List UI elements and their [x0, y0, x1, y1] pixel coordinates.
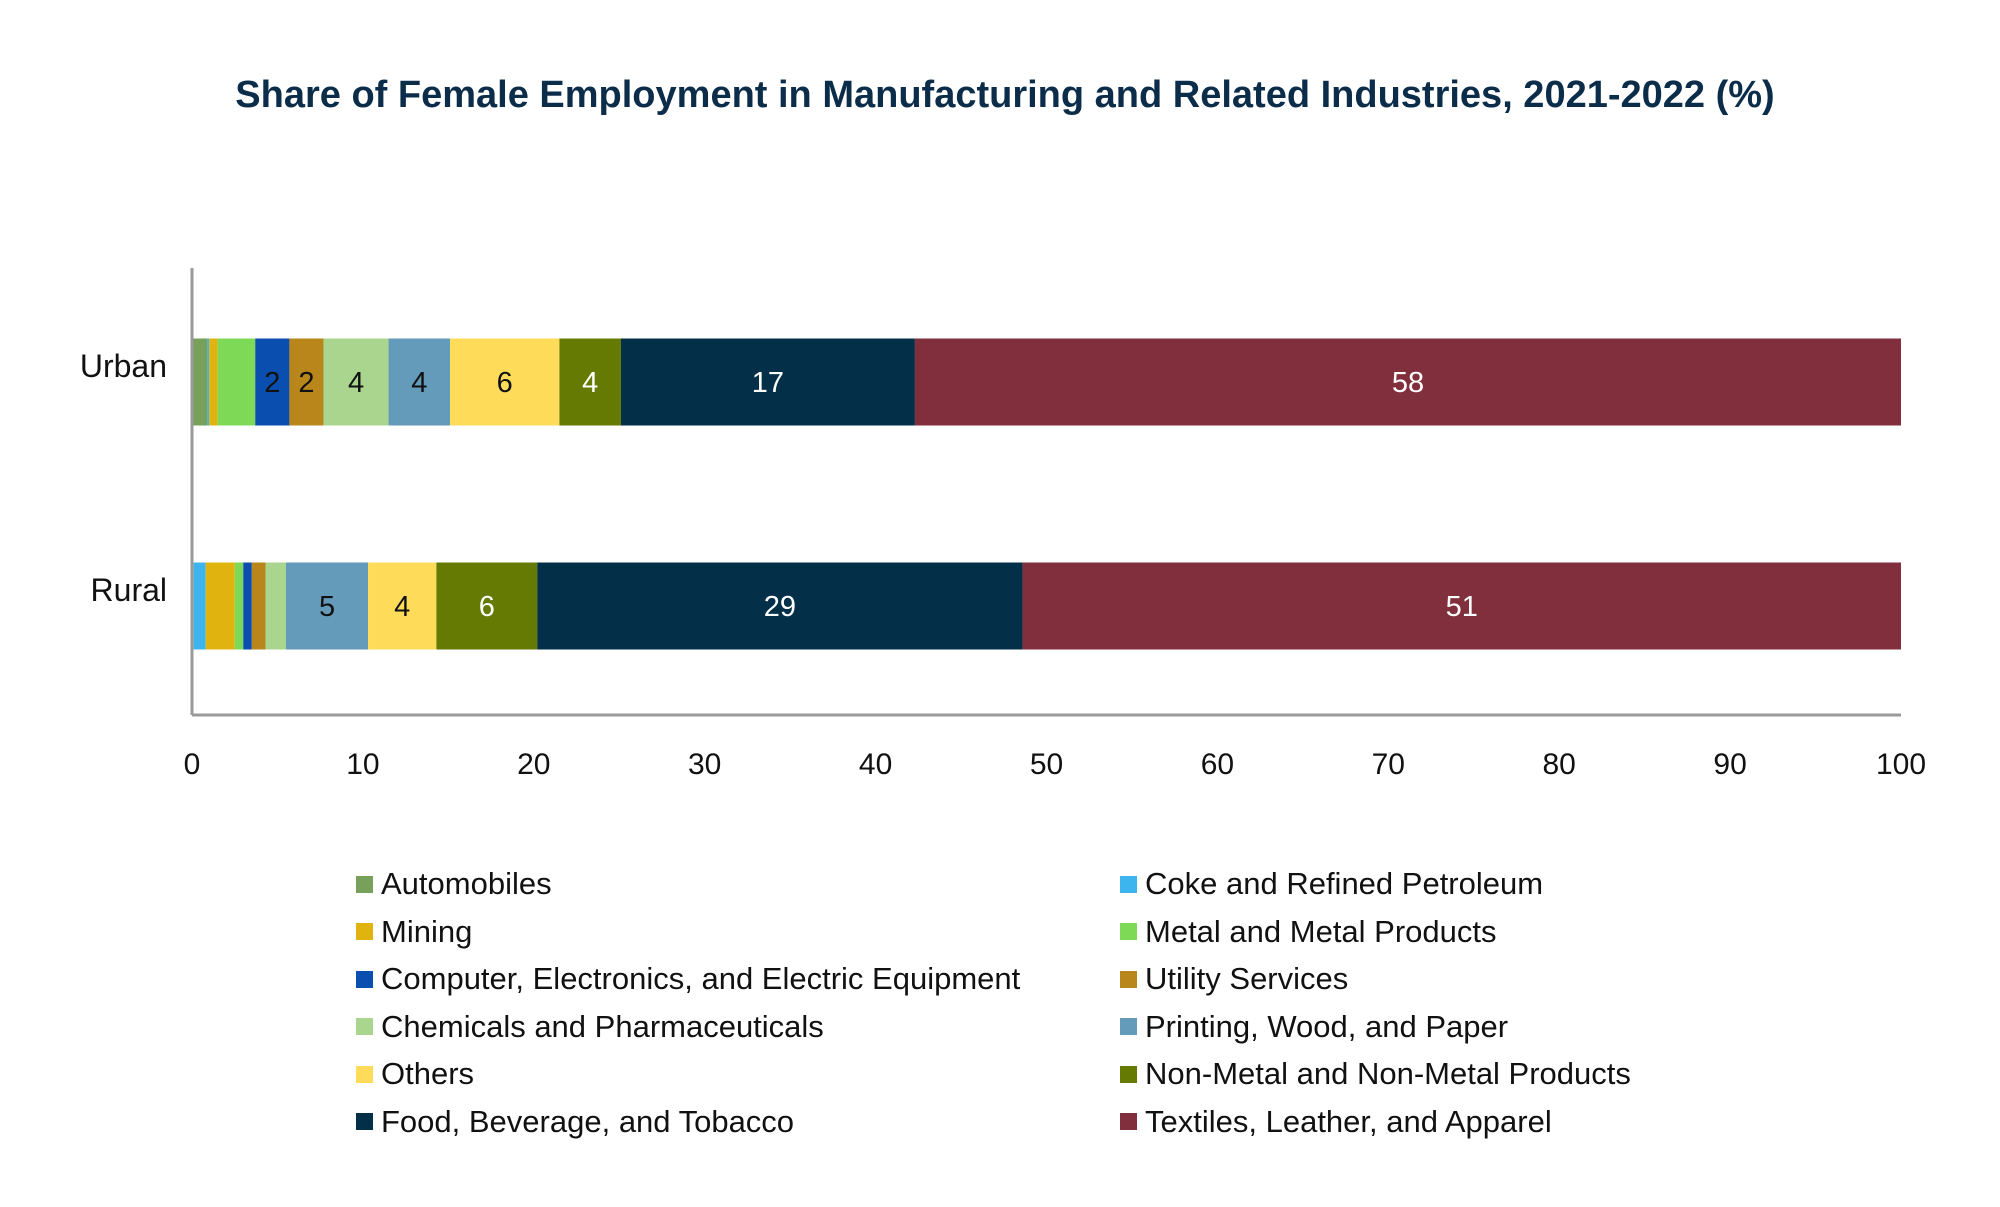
bar-urban-chemicals-and-pharmaceuticals: [323, 338, 389, 426]
legend-label: Others: [381, 1056, 475, 1091]
bar-urban-mining: [209, 338, 218, 426]
bar-rural-computer-electronics-and-electric-equipment: [243, 562, 252, 650]
bar-urban-automobiles: [192, 338, 208, 426]
legend-item: Textiles, Leather, and Apparel: [1120, 1104, 1552, 1140]
legend-label: Non-Metal and Non-Metal Products: [1145, 1056, 1631, 1091]
bar-urban-printing-wood-and-paper: [388, 338, 451, 426]
bar-rural-food-beverage-and-tobacco: [537, 562, 1023, 650]
legend-swatch: [356, 1113, 373, 1130]
legend-label: Chemicals and Pharmaceuticals: [381, 1008, 824, 1044]
bar-urban-textiles-leather-and-apparel: [914, 338, 1901, 426]
bar-rural-utility-services: [251, 562, 266, 650]
data-label: 2: [264, 367, 280, 399]
x-tick-label: 60: [1201, 748, 1234, 781]
legend-item: Utility Services: [1120, 961, 1348, 997]
legend-label: Textiles, Leather, and Apparel: [1145, 1103, 1552, 1139]
legend-label: Food, Beverage, and Tobacco: [381, 1103, 795, 1139]
bar-rural-printing-wood-and-paper: [285, 562, 369, 650]
legend-label: Printing, Wood, and Paper: [1145, 1008, 1509, 1044]
legend-item: Metal and Metal Products: [1120, 914, 1497, 950]
legend-label: Automobiles: [381, 866, 552, 901]
legend-swatch: [1120, 1018, 1137, 1035]
legend-swatch: [356, 1018, 373, 1035]
chart-title: Share of Female Employment in Manufactur…: [235, 74, 1775, 116]
x-tick-label: 80: [1543, 748, 1576, 781]
legend-item: Coke and Refined Petroleum: [1120, 866, 1543, 902]
legend-label: Metal and Metal Products: [1145, 913, 1497, 949]
bar-urban-metal-and-metal-products: [217, 338, 256, 426]
data-label: 2: [298, 367, 314, 399]
x-tick-label: 10: [346, 748, 379, 781]
bar-rural-chemicals-and-pharmaceuticals: [265, 562, 286, 650]
legend-swatch: [356, 1065, 373, 1083]
legend-item: Automobiles: [356, 866, 552, 902]
x-tick-label: 30: [688, 748, 721, 781]
legend-swatch: [1120, 875, 1137, 893]
legend-swatch: [356, 875, 373, 893]
data-label: 4: [348, 367, 364, 399]
category-label-rural: Rural: [91, 572, 167, 608]
bar-rural-others: [368, 562, 437, 650]
legend-item: Non-Metal and Non-Metal Products: [1120, 1056, 1631, 1092]
x-tick-label: 20: [517, 748, 550, 781]
bar-urban-others: [450, 338, 560, 426]
data-label: 5: [319, 591, 335, 623]
x-tick-label: 90: [1713, 748, 1746, 781]
legend-label: Coke and Refined Petroleum: [1145, 866, 1544, 901]
legend-swatch: [1120, 1065, 1137, 1083]
legend-swatch: [1120, 1113, 1137, 1130]
bar-urban-coke-and-refined-petroleum: [207, 338, 210, 426]
bar-urban-non-metal-and-non-metal-products: [559, 338, 621, 426]
legend-label: Mining: [381, 913, 473, 949]
legend-item: Chemicals and Pharmaceuticals: [356, 1009, 824, 1045]
data-label: 6: [479, 591, 495, 623]
x-tick-label: 70: [1372, 748, 1405, 781]
bar-urban-utility-services: [289, 338, 324, 426]
x-tick-label: 0: [184, 748, 201, 781]
x-tick-label: 40: [859, 748, 892, 781]
bar-rural-non-metal-and-non-metal-products: [436, 562, 538, 650]
legend-swatch: [356, 970, 373, 988]
data-label: 4: [582, 367, 598, 399]
data-label: 4: [394, 591, 410, 623]
data-label: 17: [752, 367, 784, 399]
data-label: 29: [764, 591, 796, 623]
bar-urban-food-beverage-and-tobacco: [620, 338, 915, 426]
category-label-urban: Urban: [80, 348, 167, 384]
x-tick-label: 100: [1876, 748, 1926, 781]
data-label: 51: [1446, 591, 1478, 623]
legend-item: Computer, Electronics, and Electric Equi…: [356, 961, 1020, 997]
bar-rural-textiles-leather-and-apparel: [1022, 562, 1901, 650]
legend-item: Food, Beverage, and Tobacco: [356, 1104, 794, 1140]
legend-swatch: [1120, 923, 1137, 940]
bar-urban-computer-electronics-and-electric-equipment: [255, 338, 290, 426]
data-label: 6: [497, 367, 513, 399]
legend-swatch: [1120, 970, 1137, 988]
legend-swatch: [356, 923, 373, 940]
legend-item: Mining: [356, 914, 472, 950]
legend-label: Computer, Electronics, and Electric Equi…: [381, 961, 1021, 996]
bar-rural-coke-and-refined-petroleum: [193, 562, 206, 650]
bar-rural-metal-and-metal-products: [234, 562, 244, 650]
legend-label: Utility Services: [1145, 961, 1349, 996]
legend-item: Others: [356, 1056, 474, 1092]
bar-rural-mining: [205, 562, 235, 650]
data-label: 4: [411, 367, 427, 399]
legend-item: Printing, Wood, and Paper: [1120, 1009, 1508, 1045]
data-label: 58: [1392, 367, 1424, 399]
x-tick-label: 50: [1030, 748, 1063, 781]
